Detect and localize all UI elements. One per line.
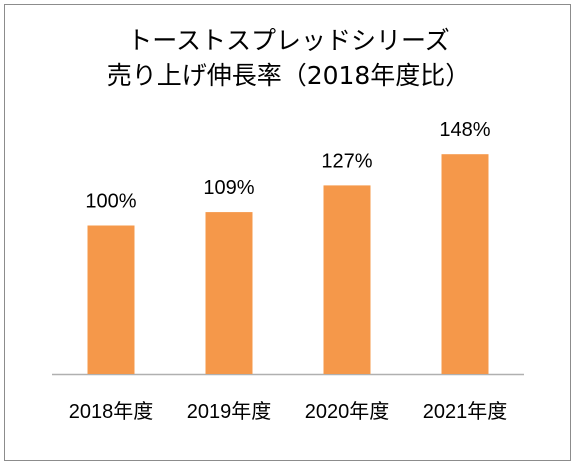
chart-subtitle: 売り上げ伸長率（2018年度比） bbox=[106, 61, 471, 90]
bar-value-label-1: 109% bbox=[203, 177, 254, 199]
x-tick-label-0: 2018年度 bbox=[69, 400, 154, 423]
chart-title: トーストスプレッドシリーズ bbox=[127, 26, 450, 55]
bar-2 bbox=[323, 185, 371, 374]
bar-value-label-3: 148% bbox=[439, 119, 490, 141]
x-tick-label-2: 2020年度 bbox=[305, 400, 390, 423]
bar-0 bbox=[87, 225, 135, 374]
bar-3 bbox=[441, 154, 489, 374]
bar-value-label-0: 100% bbox=[85, 191, 136, 213]
bar-1 bbox=[205, 212, 253, 374]
x-tick-label-1: 2019年度 bbox=[187, 400, 272, 423]
bar-value-label-2: 127% bbox=[321, 150, 372, 172]
x-tick-label-3: 2021年度 bbox=[423, 400, 508, 423]
